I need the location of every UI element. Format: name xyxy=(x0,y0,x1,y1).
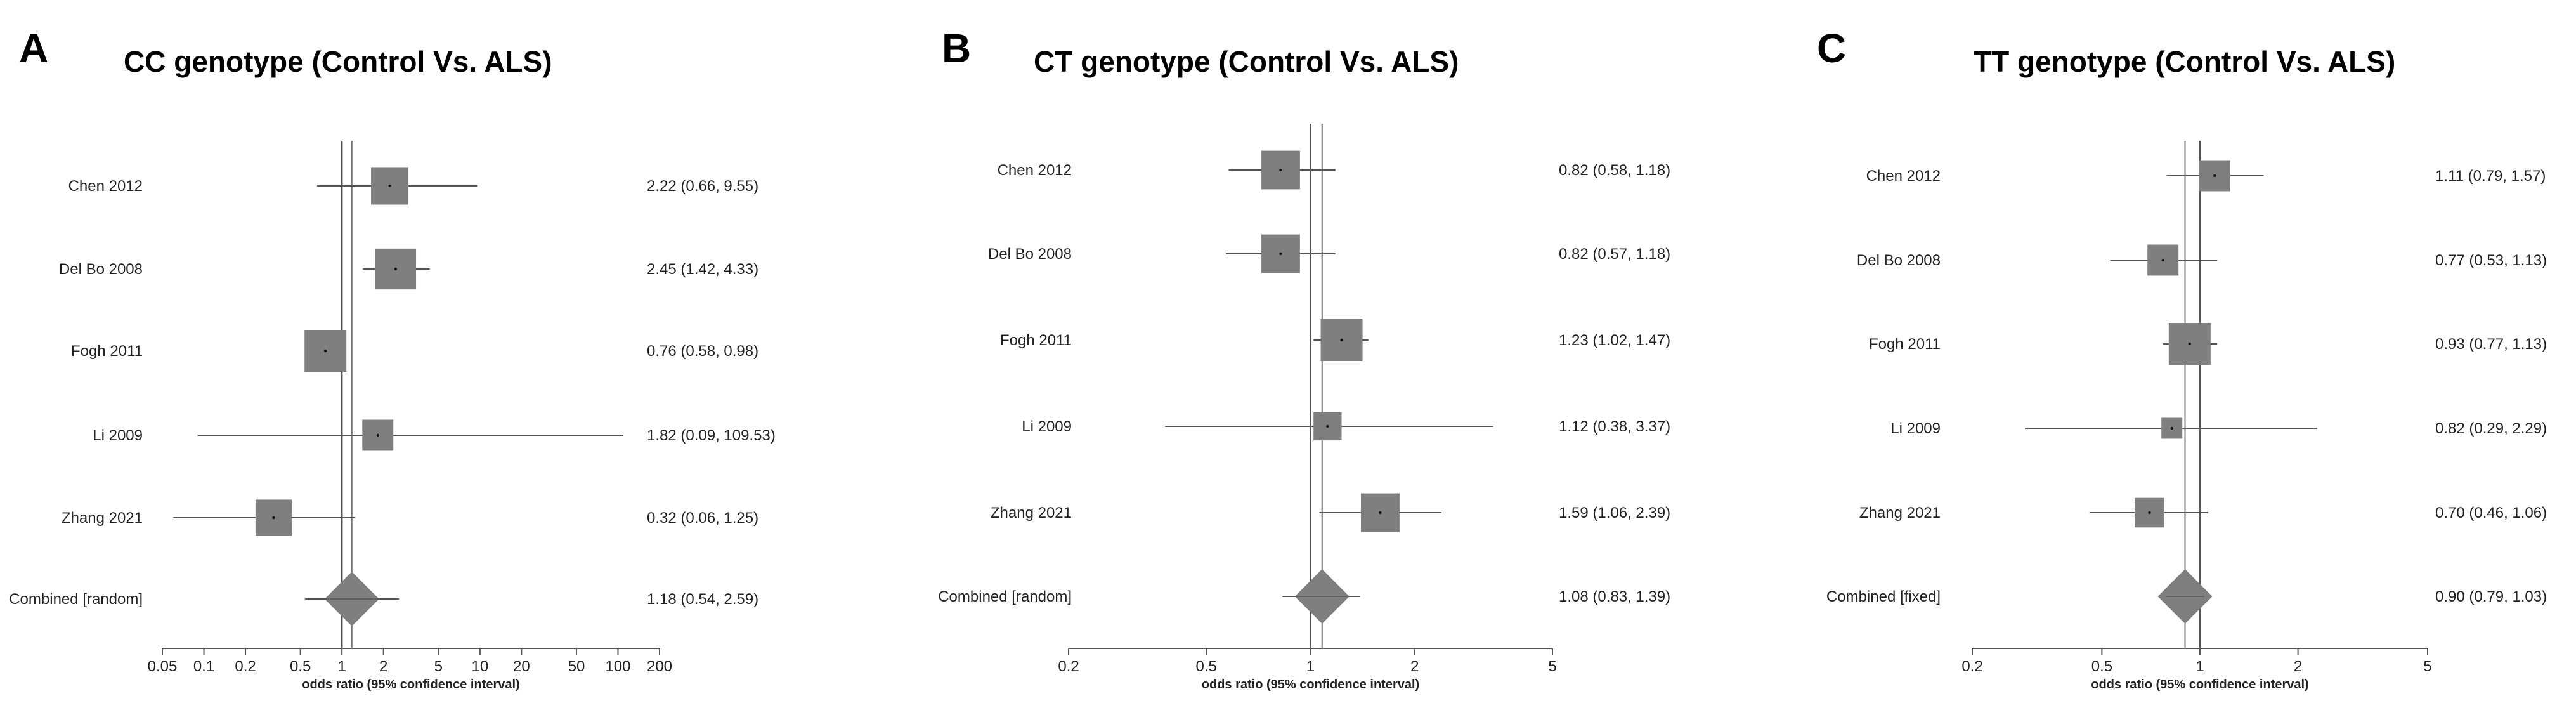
x-axis-label: odds ratio (95% confidence interval) xyxy=(2091,678,2308,692)
study-label: Fogh 2011 xyxy=(71,343,143,360)
study-label: Li 2009 xyxy=(93,427,143,444)
x-tick-label: 2 xyxy=(1410,658,1419,675)
point-estimate xyxy=(2170,426,2173,430)
x-tick-label: 0.05 xyxy=(148,658,178,675)
x-tick-label: 100 xyxy=(605,658,630,675)
combined-label: Combined [random] xyxy=(938,588,1072,605)
x-tick-label: 0.5 xyxy=(290,658,311,675)
x-tick-label: 0.2 xyxy=(1058,658,1079,675)
study-label: Del Bo 2008 xyxy=(59,261,143,278)
x-tick-label: 0.1 xyxy=(193,658,214,675)
study-label: Chen 2012 xyxy=(68,178,143,195)
x-tick-label: 0.2 xyxy=(1961,658,1982,675)
study-estimate-text: 0.82 (0.29, 2.29) xyxy=(2435,420,2547,437)
point-estimate xyxy=(272,516,275,520)
panel-a: A CC genotype (Control Vs. ALS) Chen 2012 2… xyxy=(9,25,776,692)
study-label: Zhang 2021 xyxy=(991,504,1072,522)
study-estimate-text: 2.22 (0.66, 9.55) xyxy=(647,178,758,195)
x-tick-label: 5 xyxy=(434,658,443,675)
panel-letter: B xyxy=(942,25,971,71)
x-tick-label: 200 xyxy=(647,658,672,675)
study-estimate-text: 0.70 (0.46, 1.06) xyxy=(2435,504,2547,522)
point-estimate xyxy=(1379,511,1382,515)
study-estimate-text: 1.23 (1.02, 1.47) xyxy=(1559,332,1670,349)
point-estimate xyxy=(2161,258,2164,262)
study-label: Li 2009 xyxy=(1022,418,1072,435)
x-axis-label: odds ratio (95% confidence interval) xyxy=(302,678,519,692)
panel-letter: A xyxy=(19,25,48,71)
x-tick-label: 1 xyxy=(1306,658,1315,675)
panel-letter: C xyxy=(1817,25,1846,71)
x-tick-label: 0.2 xyxy=(235,658,256,675)
study-label: Fogh 2011 xyxy=(1869,336,1941,353)
panel-title: TT genotype (Control Vs. ALS) xyxy=(1974,45,2395,78)
point-estimate xyxy=(324,349,327,353)
study-estimate-text: 0.77 (0.53, 1.13) xyxy=(2435,252,2547,269)
point-estimate xyxy=(388,184,391,188)
x-tick-label: 50 xyxy=(568,658,585,675)
study-estimate-text: 1.12 (0.38, 3.37) xyxy=(1559,418,1670,435)
study-estimate-text: 0.93 (0.77, 1.13) xyxy=(2435,336,2547,353)
x-tick-label: 2 xyxy=(2294,658,2302,675)
point-estimate xyxy=(2188,342,2192,346)
study-estimate-text: 0.82 (0.57, 1.18) xyxy=(1559,246,1670,263)
study-estimate-text: 1.82 (0.09, 109.53) xyxy=(647,427,776,444)
combined-estimate-text: 1.08 (0.83, 1.39) xyxy=(1559,588,1670,605)
point-estimate xyxy=(394,267,398,271)
x-tick-label: 0.5 xyxy=(1196,658,1217,675)
combined-label: Combined [fixed] xyxy=(1826,588,1941,605)
study-label: Zhang 2021 xyxy=(62,509,143,527)
combined-label: Combined [random] xyxy=(9,591,143,608)
combined-estimate-text: 0.90 (0.79, 1.03) xyxy=(2435,588,2547,605)
x-tick-label: 5 xyxy=(1548,658,1556,675)
study-estimate-text: 1.11 (0.79, 1.57) xyxy=(2435,168,2546,185)
study-label: Fogh 2011 xyxy=(1000,332,1072,349)
study-label: Chen 2012 xyxy=(1866,168,1941,185)
x-tick-label: 1 xyxy=(2195,658,2204,675)
x-tick-label: 2 xyxy=(379,658,387,675)
panel-title: CT genotype (Control Vs. ALS) xyxy=(1034,45,1459,78)
point-estimate xyxy=(1326,424,1329,428)
point-estimate xyxy=(2148,511,2151,515)
study-label: Li 2009 xyxy=(1890,420,1941,437)
study-estimate-text: 0.32 (0.06, 1.25) xyxy=(647,509,758,527)
study-estimate-text: 1.59 (1.06, 2.39) xyxy=(1559,504,1670,522)
study-label: Chen 2012 xyxy=(998,162,1072,179)
panel-b: B CT genotype (Control Vs. ALS) Chen 2012 0… xyxy=(938,25,1670,692)
panel-c: C TT genotype (Control Vs. ALS) Chen 2012 1… xyxy=(1817,25,2547,692)
study-label: Zhang 2021 xyxy=(1859,504,1941,522)
study-estimate-text: 0.76 (0.58, 0.98) xyxy=(647,343,758,360)
combined-estimate-text: 1.18 (0.54, 2.59) xyxy=(647,591,758,608)
x-tick-label: 0.5 xyxy=(2091,658,2112,675)
x-tick-label: 10 xyxy=(471,658,488,675)
panel-title: CC genotype (Control Vs. ALS) xyxy=(124,45,552,78)
study-estimate-text: 0.82 (0.58, 1.18) xyxy=(1559,162,1670,179)
study-estimate-text: 2.45 (1.42, 4.33) xyxy=(647,261,758,278)
point-estimate xyxy=(1279,168,1282,172)
point-estimate xyxy=(1340,338,1343,342)
study-label: Del Bo 2008 xyxy=(988,246,1072,263)
x-tick-label: 5 xyxy=(2423,658,2431,675)
point-estimate xyxy=(376,433,379,437)
study-label: Del Bo 2008 xyxy=(1857,252,1941,269)
x-tick-label: 1 xyxy=(337,658,346,675)
point-estimate xyxy=(2213,174,2216,178)
point-estimate xyxy=(1279,252,1282,256)
x-tick-label: 20 xyxy=(513,658,530,675)
x-axis-label: odds ratio (95% confidence interval) xyxy=(1202,678,1419,692)
